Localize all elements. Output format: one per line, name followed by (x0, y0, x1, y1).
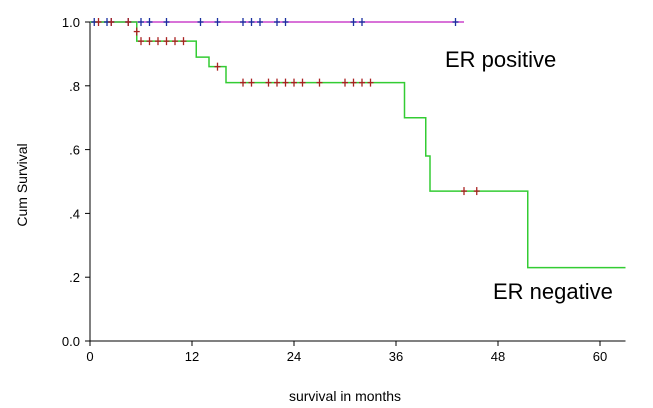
y-tick-label: .4 (69, 206, 80, 221)
x-tick-label: 24 (287, 349, 301, 364)
x-tick-label: 60 (593, 349, 607, 364)
censor-mark (359, 18, 365, 26)
censor-mark (316, 78, 323, 87)
censor-mark (125, 18, 132, 26)
censor-mark (367, 78, 374, 87)
censor-mark (265, 78, 272, 87)
y-axis-title: Cum Survival (14, 143, 30, 226)
censor-mark (350, 78, 357, 87)
censor-mark (248, 78, 255, 87)
censor-mark (461, 187, 467, 196)
censor-mark (180, 37, 187, 46)
censor-mark (163, 18, 170, 26)
censor-mark (138, 18, 144, 26)
y-ticks: 0.0 .2 .4 .6 .8 1.0 (62, 15, 90, 349)
x-tick-label: 0 (86, 349, 93, 364)
censor-mark (452, 18, 459, 26)
censor-mark (299, 78, 306, 87)
censor-mark (282, 78, 289, 87)
x-tick-label: 36 (389, 349, 403, 364)
censor-mark (282, 18, 289, 26)
censor-mark (155, 37, 161, 46)
censor-mark (257, 18, 263, 26)
y-tick-label: 0.0 (62, 334, 80, 349)
censor-mark (138, 37, 144, 46)
series-label-er-negative: ER negative (493, 279, 613, 304)
censor-layer (91, 18, 480, 196)
series-label-er-positive: ER positive (445, 47, 556, 72)
x-tick-label: 48 (491, 349, 505, 364)
y-tick-label: 1.0 (62, 15, 80, 30)
censor-mark (133, 27, 140, 36)
censor-mark (172, 37, 178, 46)
censor-mark (163, 37, 170, 46)
censor-mark (146, 18, 153, 26)
y-tick-label: .2 (69, 270, 80, 285)
censor-mark (359, 78, 365, 87)
censor-mark (274, 18, 280, 26)
censor-mark (240, 18, 246, 26)
censor-mark (473, 187, 480, 196)
y-tick-label: .6 (69, 143, 80, 158)
censor-mark (274, 78, 280, 87)
x-axis-title: survival in months (289, 388, 401, 404)
axes (89, 22, 626, 342)
x-ticks: 0 12 24 36 48 60 (86, 341, 607, 364)
censor-mark (214, 18, 221, 26)
censor-mark (240, 78, 246, 87)
x-tick-label: 12 (185, 349, 199, 364)
y-tick-label: .8 (69, 79, 80, 94)
censor-mark (108, 18, 115, 26)
censor-mark (350, 18, 357, 26)
censor-mark (146, 37, 153, 46)
censor-mark (291, 78, 297, 87)
censor-mark (197, 18, 204, 26)
censor-mark (342, 78, 348, 87)
censor-mark (95, 18, 102, 26)
censor-mark (248, 18, 255, 26)
censor-mark (214, 62, 221, 71)
